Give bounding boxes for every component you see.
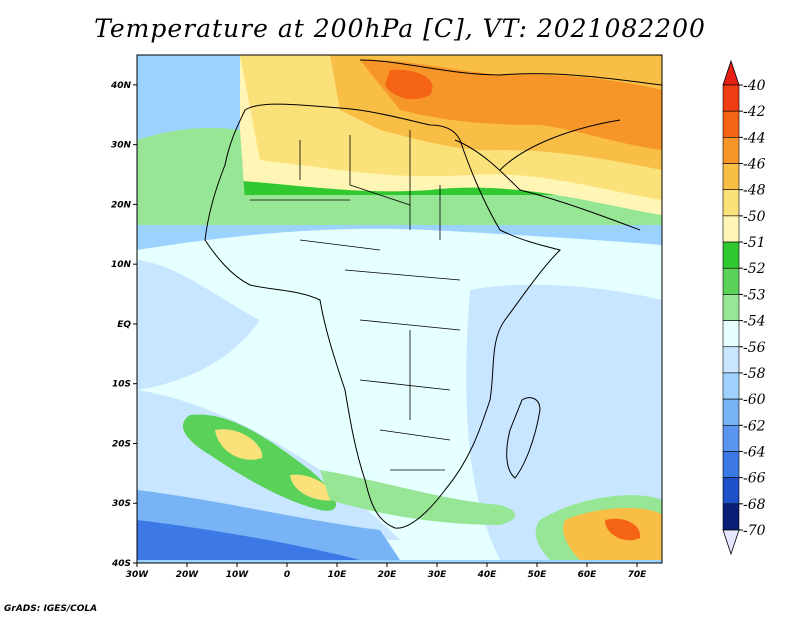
colorbar-swatch — [722, 346, 740, 374]
x-tick-label: 40E — [477, 570, 498, 580]
colorbar-label: -46 — [743, 157, 766, 173]
colorbar-swatch — [722, 398, 740, 426]
y-tick-label: 30S — [112, 499, 131, 509]
y-tick-label: 20N — [111, 200, 132, 210]
x-tick-label: 20W — [176, 570, 200, 580]
colorbar-label: -52 — [743, 261, 766, 277]
x-tick-label: 0 — [284, 570, 290, 580]
band-44 — [385, 69, 433, 100]
map-frame — [136, 54, 663, 564]
colorbar-label: -68 — [743, 497, 766, 513]
africa-coastline — [204, 103, 561, 529]
colorbar-swatch — [722, 215, 740, 243]
colorbar-swatch — [722, 163, 740, 191]
sw-yellow-1 — [215, 429, 263, 460]
y-tick-label: 30N — [111, 141, 132, 151]
sa-green-strip — [320, 470, 515, 525]
colorbar-label: -60 — [743, 392, 766, 408]
x-tick-label: 60E — [578, 570, 598, 580]
colorbar-swatch — [722, 241, 740, 269]
y-tick-label: 10N — [111, 260, 132, 270]
colorbar-label: -50 — [743, 209, 766, 225]
se-core — [605, 518, 641, 541]
x-axis: 30W 20W 10W 0 10E 20E 30E 40E 50E 60E 70E — [126, 563, 647, 580]
colorbar-label: -64 — [743, 444, 766, 460]
asia-coastline — [359, 59, 662, 231]
colorbar-swatch — [722, 503, 740, 531]
colorbar-label: -58 — [743, 366, 766, 382]
colorbar-swatch — [722, 267, 740, 295]
colorbar-swatch — [722, 137, 740, 164]
y-tick-label: 40S — [111, 559, 131, 569]
x-tick-label: 30W — [126, 570, 150, 580]
x-tick-label: 70E — [628, 570, 648, 580]
colorbar-label: -66 — [743, 471, 766, 487]
colorbar-label: -40 — [743, 78, 766, 94]
x-tick-label: 30E — [428, 570, 448, 580]
footer-credit: GrADS: IGES/COLA — [4, 604, 98, 614]
colorbar-label: -53 — [743, 287, 766, 303]
y-tick-label: 10S — [112, 380, 131, 390]
colorbar-label: -62 — [743, 418, 766, 434]
x-tick-label: 20E — [378, 570, 398, 580]
x-tick-label: 10W — [226, 570, 250, 580]
y-tick-label: 40N — [110, 81, 132, 91]
colorbar-swatch — [722, 189, 740, 217]
temperature-field — [137, 55, 662, 563]
y-tick-label: 20S — [112, 439, 131, 449]
west-ocean-cool — [137, 260, 260, 390]
colorbar-label: -42 — [743, 104, 766, 120]
colorbar-label: -54 — [743, 314, 766, 330]
colorbar-swatch — [722, 424, 740, 452]
colorbar-swatch — [722, 294, 740, 321]
colorbar-swatch — [722, 320, 740, 348]
y-tick-label: EQ — [117, 320, 131, 330]
coastlines — [204, 59, 662, 529]
y-axis: 40S 30S 20S 10S EQ 10N 20N 30N 40N — [110, 81, 137, 569]
south-colder — [137, 520, 360, 560]
colorbar-label: -51 — [743, 235, 766, 251]
colorbar-swatch — [722, 477, 740, 505]
madagascar-coastline — [506, 397, 541, 479]
sw-yellow-2 — [290, 474, 335, 501]
colorbar-label: -70 — [743, 523, 766, 539]
colorbar-bottom-arrow — [722, 529, 740, 556]
colorbar-swatch — [722, 84, 740, 112]
nw-ocean-green — [137, 128, 245, 220]
colorbar-top-arrow — [722, 59, 740, 86]
colorbar-swatch — [722, 372, 740, 400]
x-tick-label: 10E — [328, 570, 348, 580]
colorbar-label: -56 — [743, 340, 766, 356]
colorbar-swatch — [722, 451, 740, 478]
nw-ocean-cool — [137, 55, 240, 140]
colorbar: -40 -42 -44 -46 -48 -50 -51 -52 -53 -54 -56 -58 -60 -… — [722, 59, 766, 556]
colorbar-label: -48 — [743, 183, 766, 199]
country-borders — [250, 130, 461, 471]
colorbar-swatch — [722, 110, 740, 138]
indian-ocean-cool — [466, 284, 662, 560]
x-tick-label: 50E — [528, 570, 548, 580]
colorbar-label: -44 — [743, 130, 766, 146]
map-title: Temperature at 200hPa [C], VT: 202108220… — [94, 14, 706, 43]
